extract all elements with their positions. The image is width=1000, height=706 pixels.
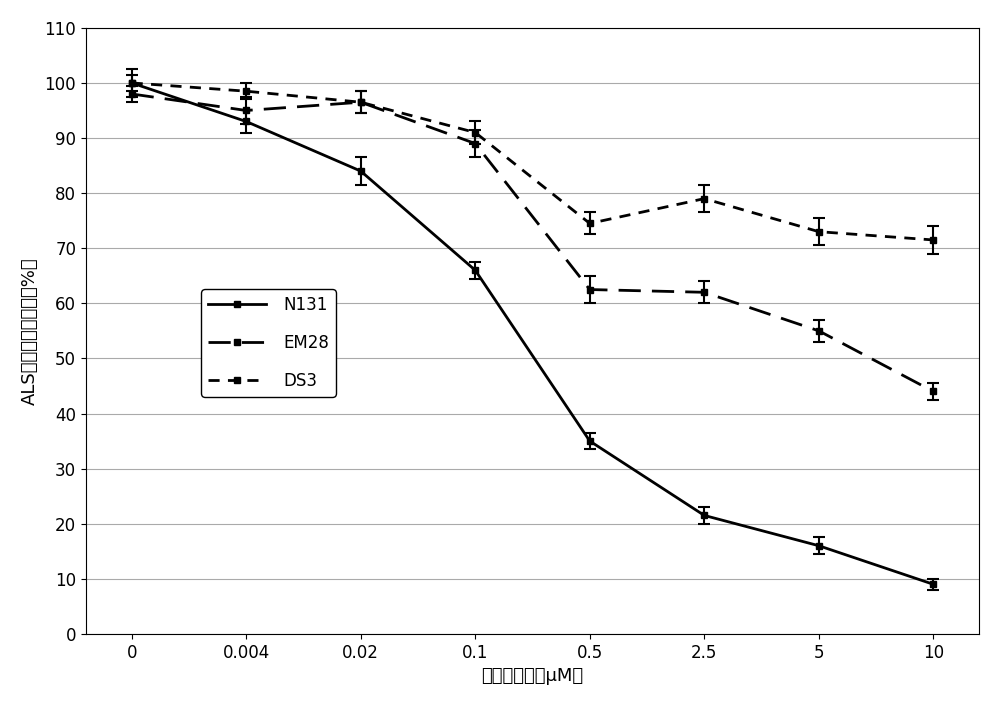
Legend: N131, EM28, DS3: N131, EM28, DS3: [201, 289, 336, 397]
Y-axis label: ALS酶活（相对于对照%）: ALS酶活（相对于对照%）: [21, 257, 39, 405]
X-axis label: 甲基二磺隆（μM）: 甲基二磺隆（μM）: [481, 667, 584, 685]
